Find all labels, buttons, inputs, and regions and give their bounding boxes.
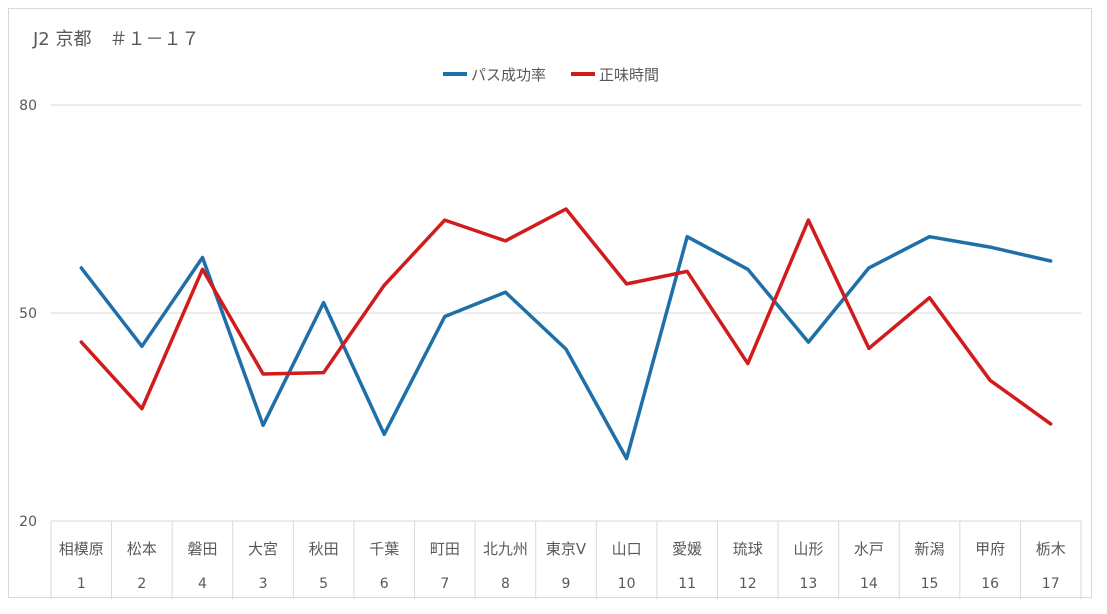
x-category-label: 栃木 [1036, 540, 1066, 558]
legend-label: 正味時間 [599, 66, 659, 84]
x-category-label: 山形 [793, 540, 823, 558]
x-category-label: 大宮 [248, 540, 278, 558]
x-category-label: 新潟 [915, 540, 945, 558]
x-category-label: 甲府 [975, 540, 1005, 558]
line-chart: J2 京都 ＃１－１７ パス成功率 正味時間 20 50 80 相模原 1 松本 2 磐田 4 大… [19, 29, 1082, 599]
x-subcategory-label: 3 [259, 576, 268, 592]
series-line-2 [79, 207, 1053, 426]
x-subcategory-label: 15 [921, 576, 939, 592]
series-group [79, 207, 1053, 461]
x-category-label: 北九州 [483, 540, 528, 558]
x-subcategory-label: 8 [501, 576, 510, 592]
legend: パス成功率 正味時間 [443, 66, 659, 84]
y-axis: 20 50 80 [19, 98, 37, 530]
x-category-label: 町田 [430, 540, 460, 558]
x-subcategory-label: 14 [860, 576, 878, 592]
x-subcategory-label: 11 [678, 576, 696, 592]
x-subcategory-label: 10 [618, 576, 636, 592]
x-subcategory-label: 4 [198, 576, 207, 592]
x-category-label: 相模原 [59, 540, 104, 558]
y-tick-label: 80 [19, 98, 37, 114]
y-tick-label: 20 [19, 514, 37, 530]
x-category-label: 水戸 [854, 540, 884, 558]
x-subcategory-label: 17 [1042, 576, 1060, 592]
x-subcategory-label: 6 [380, 576, 389, 592]
x-category-label: 千葉 [369, 540, 399, 558]
x-category-label: 琉球 [733, 540, 763, 558]
gridlines [51, 104, 1081, 522]
legend-label: パス成功率 [471, 66, 546, 84]
x-subcategory-label: 7 [440, 576, 449, 592]
x-category-label: 秋田 [309, 540, 339, 558]
x-category-label: 山口 [612, 540, 642, 558]
series-line-1 [79, 234, 1053, 461]
x-subcategory-label: 1 [77, 576, 86, 592]
x-subcategory-label: 13 [799, 576, 817, 592]
x-category-label: 磐田 [187, 540, 217, 558]
x-category-label: 愛媛 [672, 540, 702, 558]
x-subcategory-label: 5 [319, 576, 328, 592]
chart-title: J2 京都 ＃１－１７ [32, 29, 199, 50]
x-category-label: 東京V [546, 540, 587, 558]
x-subcategory-label: 2 [137, 576, 146, 592]
x-subcategory-label: 12 [739, 576, 757, 592]
x-subcategory-label: 16 [981, 576, 999, 592]
chart-frame: J2 京都 ＃１－１７ パス成功率 正味時間 20 50 80 相模原 1 松本 2 磐田 4 大… [8, 8, 1092, 599]
y-tick-label: 50 [19, 306, 37, 322]
x-category-label: 松本 [127, 540, 157, 558]
x-axis: 相模原 1 松本 2 磐田 4 大宮 3 秋田 5 千葉 6 町田 7 北九州 8 東京V 9 山口 10 愛媛 11 琉球… [50, 521, 1082, 599]
x-subcategory-label: 9 [562, 576, 571, 592]
